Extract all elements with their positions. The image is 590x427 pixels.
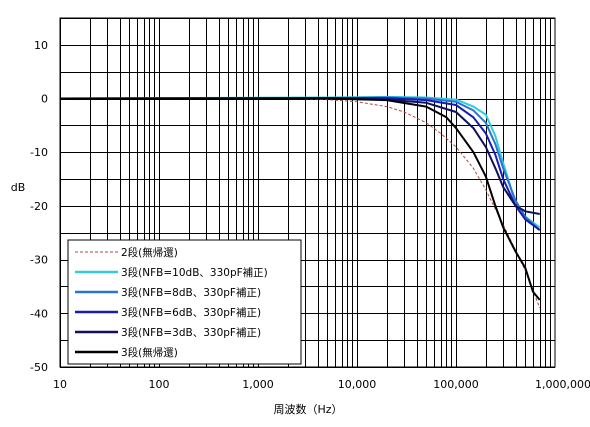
legend-label: 3段(無帰還) <box>121 346 178 359</box>
y-tick-label: -10 <box>30 146 48 159</box>
y-tick-label: -40 <box>30 307 48 320</box>
plot-frame <box>59 17 556 368</box>
x-tick-label: 100,000 <box>433 378 479 391</box>
y-tick-label: 10 <box>34 39 48 52</box>
legend-label: 3段(NFB=10dB、330pF補正) <box>121 266 268 279</box>
x-tick-label: 10,000 <box>338 378 377 391</box>
series-line-4 <box>59 97 541 231</box>
legend-label: 3段(NFB=3dB、330pF補正) <box>121 326 261 339</box>
x-tick-labels: 10 100 1,000 10,000 100,000 1,000,000 <box>53 378 590 391</box>
legend-label: 3段(NFB=6dB、330pF補正) <box>121 306 261 319</box>
y-axis-label: dB <box>11 181 26 194</box>
series-lines <box>59 95 541 309</box>
series-line-1 <box>60 98 541 309</box>
x-tick-label: 1,000,000 <box>535 378 590 391</box>
x-tick-label: 1,000 <box>242 378 274 391</box>
y-tick-label: -30 <box>30 254 48 267</box>
series-line-6 <box>60 97 541 301</box>
legend-label: 2段(無帰還) <box>121 246 178 259</box>
x-tick-label: 10 <box>53 378 67 391</box>
y-tick-label: -50 <box>30 361 48 374</box>
x-tick-label: 100 <box>149 378 170 391</box>
legend-box <box>67 239 302 365</box>
legend-label: 3段(NFB=8dB、330pF補正) <box>121 286 261 299</box>
y-tick-label: -20 <box>30 200 48 213</box>
x-axis-label: 周波数（Hz） <box>273 403 342 416</box>
y-tick-labels: 10 0 -10 -20 -30 -40 -50 <box>30 39 48 374</box>
legend: 2段(無帰還) 3段(NFB=10dB、330pF補正) 3段(NFB=8dB、33… <box>67 239 302 365</box>
y-tick-label: 0 <box>41 93 48 106</box>
